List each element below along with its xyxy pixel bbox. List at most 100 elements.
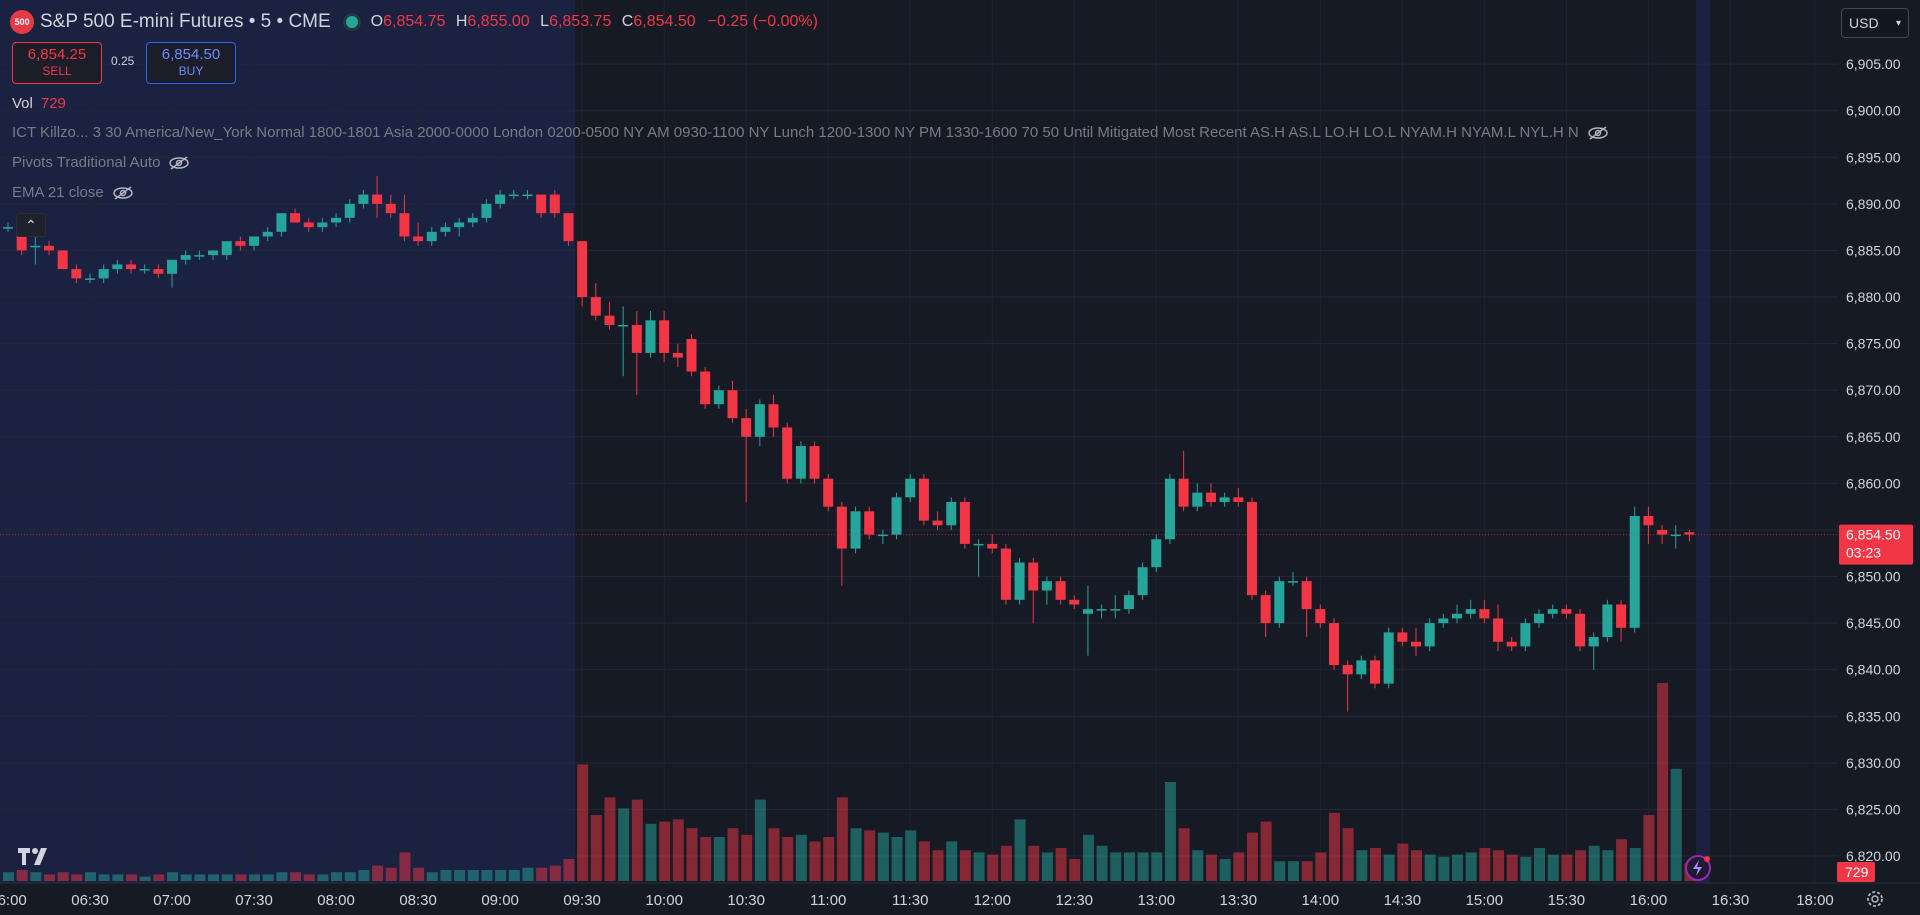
candle-body bbox=[1616, 604, 1627, 628]
volume-bar bbox=[358, 870, 370, 881]
candle bbox=[495, 189, 506, 209]
volume-bar bbox=[153, 874, 165, 881]
volume-bar bbox=[1561, 854, 1573, 881]
candle bbox=[1342, 660, 1353, 712]
volume-bar bbox=[987, 854, 999, 881]
lightning-icon[interactable] bbox=[1684, 854, 1712, 882]
candle bbox=[1643, 506, 1654, 544]
market-status-icon[interactable] bbox=[342, 13, 361, 31]
collapse-legend-button[interactable]: ⌃ bbox=[16, 213, 46, 237]
volume-bar bbox=[1452, 854, 1464, 881]
candle-body bbox=[3, 227, 13, 229]
volume-bar bbox=[57, 872, 69, 881]
volume-bar bbox=[194, 874, 206, 881]
sell-button[interactable]: 6,854.25 SELL bbox=[12, 42, 102, 84]
candle-body bbox=[659, 320, 670, 353]
candle bbox=[249, 236, 260, 251]
candle bbox=[850, 506, 861, 554]
time-tick-label: 10:30 bbox=[727, 892, 765, 909]
candle-body bbox=[126, 264, 137, 270]
volume-bar bbox=[1629, 848, 1641, 881]
settings-gear-icon[interactable] bbox=[1865, 889, 1885, 909]
candle-body bbox=[1014, 562, 1025, 600]
candle bbox=[399, 194, 410, 242]
volume-bar bbox=[918, 841, 930, 881]
candle bbox=[1479, 599, 1490, 624]
candle bbox=[905, 474, 916, 502]
volume-bar bbox=[1110, 852, 1122, 881]
candle bbox=[700, 366, 711, 409]
hidden-eye-icon[interactable] bbox=[168, 155, 190, 170]
candle bbox=[891, 492, 902, 540]
candle-body bbox=[1670, 534, 1681, 537]
time-tick-label: 08:30 bbox=[399, 892, 437, 909]
volume-bar bbox=[180, 874, 192, 881]
volume-bar bbox=[317, 874, 329, 881]
candle bbox=[1287, 571, 1298, 586]
indicator-ema[interactable]: EMA 21 close bbox=[12, 184, 134, 201]
candle bbox=[1260, 590, 1271, 638]
candle-body bbox=[905, 478, 916, 498]
time-axis: 06:00 06:30 07:00 07:30 08:00 08:30 09:00 09:30… bbox=[0, 882, 1920, 915]
price-tick-label: 6,880.00 bbox=[1846, 289, 1901, 305]
candle bbox=[973, 539, 984, 577]
price-tick-label: 6,850.00 bbox=[1846, 569, 1901, 585]
volume-bar bbox=[167, 872, 179, 881]
sell-label: SELL bbox=[42, 64, 72, 78]
sell-price: 6,854.25 bbox=[27, 46, 87, 63]
candle-body bbox=[1123, 595, 1134, 610]
time-tick-label: 16:00 bbox=[1630, 892, 1668, 909]
candle bbox=[645, 311, 656, 358]
candle bbox=[918, 474, 929, 526]
candle-body bbox=[1041, 581, 1052, 591]
candle-body bbox=[700, 371, 711, 405]
buy-button[interactable]: 6,854.50 BUY bbox=[146, 42, 236, 84]
candle bbox=[1438, 613, 1449, 628]
candle bbox=[1301, 576, 1312, 638]
hidden-eye-icon[interactable] bbox=[112, 185, 134, 200]
hidden-eye-icon[interactable] bbox=[1587, 125, 1609, 140]
candle bbox=[1233, 488, 1244, 507]
candle bbox=[1110, 595, 1121, 619]
candle bbox=[1041, 576, 1052, 605]
candle bbox=[836, 501, 847, 586]
volume-bar bbox=[768, 828, 780, 881]
volume-bar bbox=[659, 821, 671, 881]
candle-body bbox=[1534, 613, 1545, 624]
volume-badge-value: 729 bbox=[1845, 864, 1869, 880]
tradingview-logo-icon[interactable] bbox=[16, 846, 56, 866]
candle bbox=[713, 385, 724, 409]
candle-body bbox=[1643, 515, 1654, 526]
symbol-title[interactable]: S&P 500 E-mini Futures • 5 • CME bbox=[40, 11, 331, 32]
price-tick-label: 6,885.00 bbox=[1846, 242, 1901, 258]
candle bbox=[1028, 557, 1039, 624]
candle bbox=[112, 259, 123, 274]
candle-body bbox=[1506, 641, 1517, 647]
candle-body bbox=[1233, 497, 1244, 502]
candle-body bbox=[331, 217, 342, 223]
candle-body bbox=[1028, 562, 1039, 591]
volume-bar bbox=[1534, 848, 1546, 881]
candle-body bbox=[1684, 532, 1695, 535]
candle-body bbox=[836, 506, 847, 549]
candle-body bbox=[1287, 581, 1298, 583]
candle-body bbox=[1370, 660, 1380, 684]
candle-body bbox=[153, 269, 164, 274]
indicator-pivots[interactable]: Pivots Traditional Auto bbox=[12, 154, 190, 171]
candle-body bbox=[1205, 492, 1216, 502]
candle bbox=[604, 301, 615, 330]
candle-body bbox=[1411, 641, 1422, 647]
candle-body bbox=[508, 194, 519, 197]
volume-bar bbox=[1219, 859, 1231, 881]
volume-bar bbox=[1356, 850, 1368, 881]
candle bbox=[1274, 576, 1285, 628]
candle bbox=[440, 222, 451, 237]
indicator-ict-killzones[interactable]: ICT Killzo... 3 30 America/New_York Norm… bbox=[12, 124, 1609, 141]
volume-bar bbox=[686, 828, 698, 881]
time-tick-label: 07:30 bbox=[235, 892, 273, 909]
indicator-volume[interactable]: Vol 729 bbox=[12, 95, 66, 112]
last-price-value: 6,854.50 bbox=[1846, 527, 1901, 543]
volume-bar bbox=[590, 815, 602, 881]
currency-select[interactable]: USD ▾ bbox=[1841, 8, 1909, 38]
